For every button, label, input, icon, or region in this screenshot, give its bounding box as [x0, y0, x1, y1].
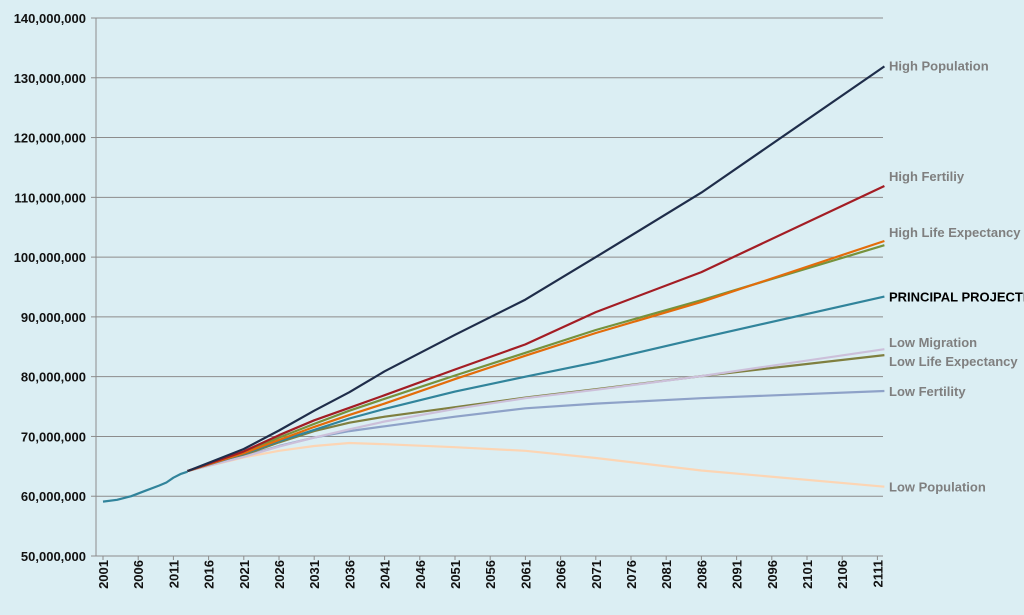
series-lines — [102, 65, 886, 503]
x-tick-label: 2016 — [202, 560, 217, 589]
series-label: Low Fertility — [889, 384, 966, 399]
axes: 50,000,000 60,000,000 70,000,000 80,000,000… — [14, 11, 886, 589]
series-line — [187, 295, 885, 473]
series-label: High Life Expectancy — [889, 225, 1021, 240]
series-label: Low Life Expectancy — [889, 354, 1018, 369]
series-line — [187, 389, 885, 473]
x-tick-label: 2011 — [166, 560, 181, 588]
x-tick-label: 2091 — [730, 560, 745, 589]
x-tick-label: 2076 — [624, 560, 639, 589]
series-label: High Fertiliy — [889, 169, 965, 184]
x-tick-label: 2041 — [378, 560, 393, 589]
x-tick-label: 2036 — [342, 560, 357, 589]
x-tick-label: 2106 — [835, 560, 850, 589]
x-tick-label: 2006 — [131, 560, 146, 589]
x-tick-label: 2096 — [765, 560, 780, 589]
y-tick-label: 130,000,000 — [14, 71, 86, 86]
series-label: Low Migration — [889, 335, 977, 350]
y-tick-label: 120,000,000 — [14, 131, 86, 146]
series-line — [187, 239, 885, 473]
series-label: Low Population — [889, 480, 986, 495]
series-line — [187, 244, 885, 473]
series-line — [187, 185, 885, 473]
y-tick-label: 60,000,000 — [21, 489, 86, 504]
y-tick-label: 100,000,000 — [14, 250, 86, 265]
x-tick-label: 2001 — [96, 560, 111, 589]
y-tick-label: 50,000,000 — [21, 549, 86, 564]
y-tick-label: 140,000,000 — [14, 11, 86, 26]
y-tick-label: 110,000,000 — [14, 190, 86, 205]
x-tick-label: 2111 — [870, 560, 885, 588]
series-line — [187, 348, 885, 473]
y-tick-label: 90,000,000 — [21, 310, 86, 325]
series-line — [187, 65, 886, 473]
x-tick-label: 2021 — [237, 560, 252, 589]
x-tick-label: 2071 — [589, 560, 604, 589]
x-tick-label: 2101 — [800, 560, 815, 589]
historical-line — [102, 470, 188, 503]
x-tick-label: 2061 — [518, 560, 533, 589]
x-tick-label: 2051 — [448, 560, 463, 589]
x-tick-label: 2046 — [413, 560, 428, 589]
x-tick-label: 2086 — [694, 560, 709, 589]
y-tick-label: 80,000,000 — [21, 370, 86, 385]
series-line — [187, 441, 885, 488]
y-tick-label: 70,000,000 — [21, 429, 86, 444]
series-label: PRINCIPAL PROJECTION — [889, 290, 1024, 305]
series-line — [187, 354, 885, 473]
x-tick-label: 2031 — [307, 560, 322, 589]
x-tick-label: 2026 — [272, 560, 287, 589]
x-tick-label: 2081 — [659, 560, 674, 589]
series-label: High Population — [889, 58, 989, 73]
x-tick-label: 2056 — [483, 560, 498, 589]
series-labels: High Population High Fertiliy High Life Ex… — [889, 58, 1024, 494]
x-tick-label: 2066 — [554, 560, 569, 589]
